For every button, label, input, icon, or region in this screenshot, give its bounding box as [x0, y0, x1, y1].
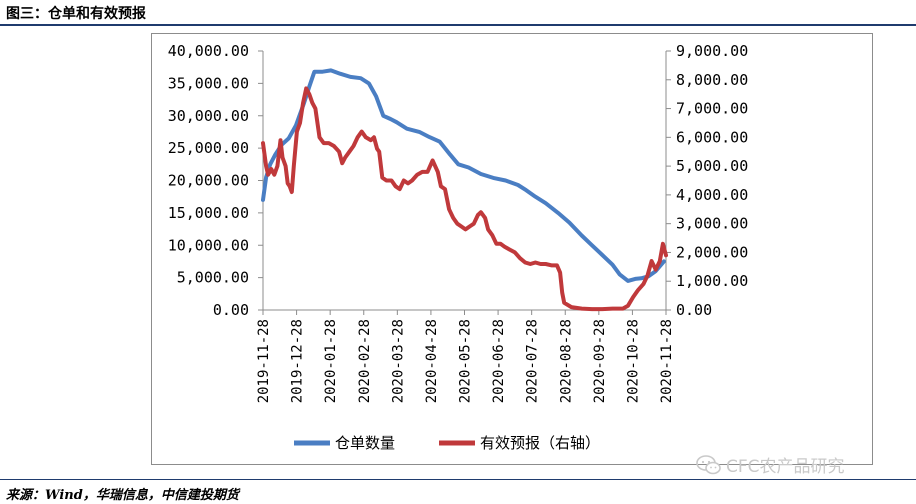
right-tick-label: 4,000.00 [676, 186, 748, 204]
left-tick-label: 0.00 [213, 301, 249, 319]
right-tick-label: 7,000.00 [676, 100, 748, 118]
watermark-text: CFC农产品研究 [726, 457, 845, 477]
footer-rule [0, 479, 916, 480]
forecast-series-line [261, 86, 668, 312]
left-tick-label: 10,000.00 [168, 236, 249, 254]
right-tick-label: 9,000.00 [676, 42, 748, 60]
x-tick-label: 2020-11-28 [659, 319, 675, 403]
watermark: CFC农产品研究 [696, 452, 845, 477]
left-tick-label: 15,000.00 [168, 204, 249, 222]
right-tick-label: 3,000.00 [676, 215, 748, 233]
left-ticks: 0.00 5,000.00 10,000.00 15,000.00 20,000.00 2… [168, 42, 263, 319]
x-tick-label: 2020-10-28 [625, 319, 641, 403]
x-tick-label: 2020-06-28 [491, 319, 507, 403]
right-ticks: 0.00 1,000.00 2,000.00 3,000.00 4,000.00 5,00… [666, 42, 748, 319]
legend: 仓单数量 有效预报（右轴） [294, 434, 600, 452]
header-rule [0, 24, 916, 26]
x-tick-label: 2020-07-28 [525, 319, 541, 403]
source-note: 来源：Wind，华瑞信息，中信建投期货 [6, 488, 239, 503]
x-tick-label: 2020-08-28 [558, 319, 574, 403]
chart-frame [151, 33, 873, 465]
left-tick-label: 30,000.00 [168, 107, 249, 125]
legend-label-warehouse: 仓单数量 [335, 434, 395, 452]
x-tick-label: 2020-03-28 [390, 319, 406, 403]
right-tick-label: 5,000.00 [676, 157, 748, 175]
left-tick-label: 25,000.00 [168, 139, 249, 157]
figure-title: 图三：仓单和有效预报 [6, 6, 146, 22]
left-tick-label: 20,000.00 [168, 172, 249, 190]
x-tick-label: 2019-12-28 [290, 319, 306, 403]
x-ticks: 2019-11-28 2019-12-28 2020-01-28 2020-02-28… [256, 310, 675, 403]
x-tick-label: 2020-02-28 [357, 319, 373, 403]
wechat-icon [696, 454, 721, 474]
left-tick-label: 40,000.00 [168, 42, 249, 60]
series-lines [261, 68, 668, 312]
left-tick-label: 35,000.00 [168, 74, 249, 92]
x-tick-label: 2020-05-28 [458, 319, 474, 403]
right-tick-label: 6,000.00 [676, 128, 748, 146]
right-tick-label: 0.00 [676, 301, 712, 319]
right-tick-label: 8,000.00 [676, 71, 748, 89]
x-tick-label: 2020-09-28 [592, 319, 608, 403]
warehouse-series-line [261, 68, 666, 283]
legend-label-forecast: 有效预报（右轴） [480, 434, 600, 452]
x-tick-label: 2020-04-28 [424, 319, 440, 403]
right-tick-label: 1,000.00 [676, 272, 748, 290]
right-tick-label: 2,000.00 [676, 243, 748, 261]
x-tick-label: 2020-01-28 [323, 319, 339, 403]
left-tick-label: 5,000.00 [177, 269, 249, 287]
x-tick-label: 2019-11-28 [256, 319, 272, 403]
